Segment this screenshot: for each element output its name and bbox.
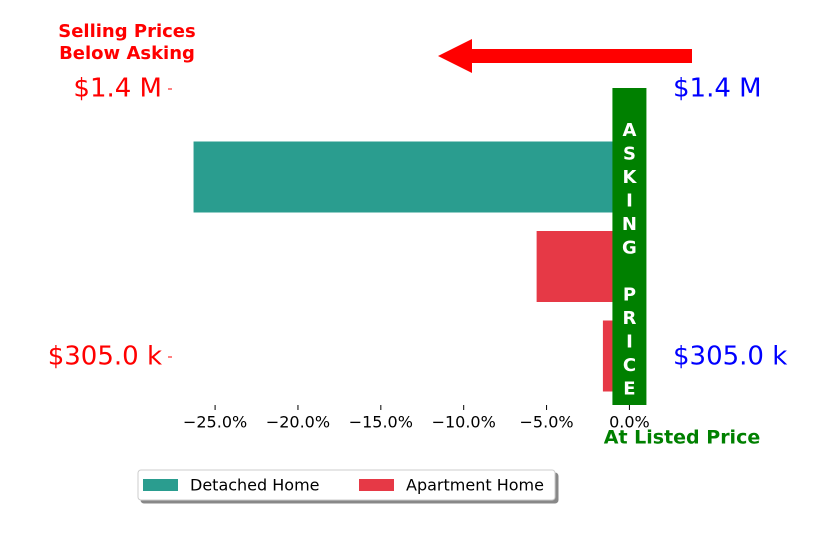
- legend-swatch: [143, 479, 178, 491]
- legend-swatch: [359, 479, 394, 491]
- x-tick-label: 0.0%: [609, 413, 650, 432]
- asking-label: ASKING PRICE: [619, 120, 640, 402]
- x-tick-label: −15.0%: [349, 413, 413, 432]
- legend-label: Apartment Home: [406, 476, 544, 495]
- legend-label: Detached Home: [190, 476, 320, 495]
- listed-label: At Listed Price: [604, 427, 760, 449]
- arrow: [438, 39, 692, 73]
- legend-box: [137, 469, 556, 501]
- legend: Detached Home Apartment Home: [137, 469, 556, 501]
- annotation: Below Asking: [59, 43, 195, 64]
- x-tick-label: −5.0%: [520, 413, 574, 432]
- x-tick-label: −25.0%: [183, 413, 247, 432]
- y-label-right: $1.4 M: [673, 74, 762, 104]
- bar: [193, 141, 630, 213]
- y-label-left: $1.4 M: [73, 74, 162, 104]
- x-tick-label: −10.0%: [432, 413, 496, 432]
- y-label-left: $305.0 k: [48, 342, 162, 372]
- asking-band: [612, 88, 647, 405]
- annotation: Selling Prices: [58, 21, 195, 42]
- x-tick-label: −20.0%: [266, 413, 330, 432]
- y-label-right: $305.0 k: [673, 342, 787, 372]
